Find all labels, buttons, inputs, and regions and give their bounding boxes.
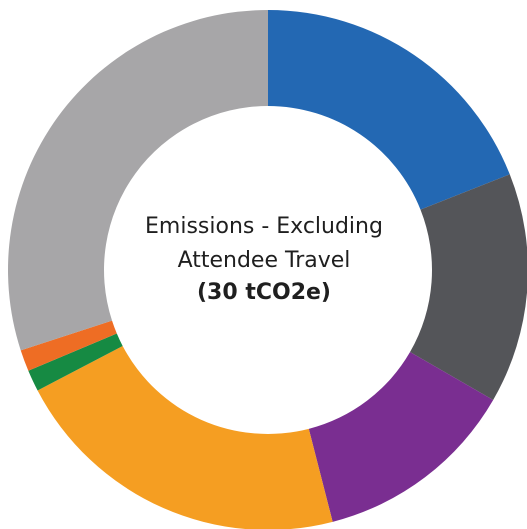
donut-slice-3: [308, 352, 494, 522]
center-label-line-2: Attendee Travel: [177, 248, 351, 273]
donut-slice-6: [20, 320, 117, 371]
center-label-line-1: Emissions - Excluding: [145, 214, 383, 239]
donut-slice-7: [8, 10, 268, 351]
donut-slice-5: [28, 333, 123, 391]
donut-slice-2: [410, 174, 527, 400]
donut-slice-4: [37, 345, 333, 529]
center-label-total: (30 tCO2e): [197, 280, 331, 305]
center-label: Emissions - Excluding Attendee Travel (3…: [114, 210, 414, 308]
donut-slice-1: [268, 10, 510, 210]
